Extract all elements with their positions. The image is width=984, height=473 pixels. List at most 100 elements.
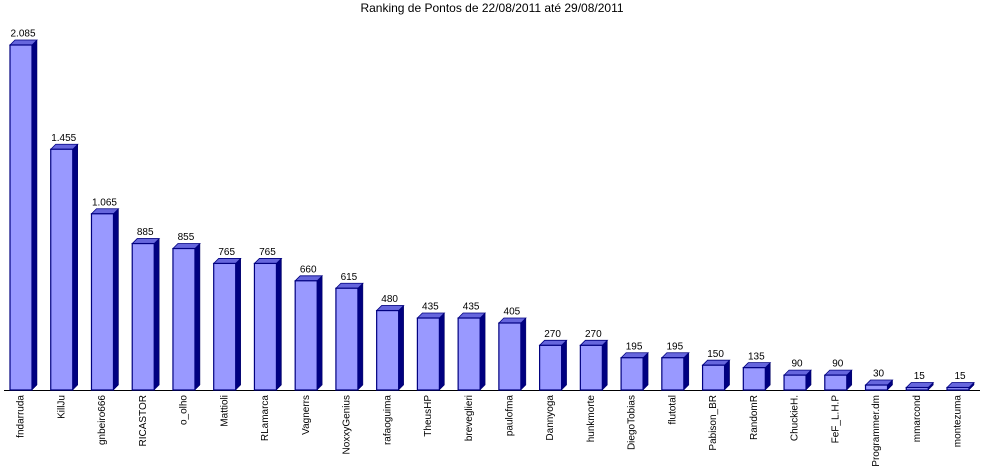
bar-top [946, 382, 975, 388]
bar-top [9, 39, 38, 46]
bar-side [479, 312, 486, 391]
chart-title: Ranking de Pontos de 22/08/2011 até 29/0… [360, 1, 623, 15]
bar-top [783, 369, 813, 376]
x-tick-label: Pabison_BR [708, 395, 719, 451]
bar-side [316, 275, 323, 391]
x-tick-label: KillJu [56, 395, 67, 419]
bar [457, 317, 481, 391]
bar-top [823, 369, 853, 376]
bar [661, 357, 685, 391]
value-label: 405 [504, 307, 521, 318]
x-tick-label: RICASTOR [138, 395, 149, 447]
bar-side [602, 339, 608, 391]
bar-top [90, 208, 120, 215]
x-tick-label: hunkmorte [586, 395, 597, 443]
bar-top [171, 243, 201, 249]
value-label: 435 [422, 302, 439, 313]
bar-side [235, 257, 241, 391]
bar-top [579, 339, 609, 346]
bar [50, 148, 74, 391]
bar-top [375, 305, 405, 311]
bar [701, 364, 726, 391]
value-label: 15 [954, 371, 966, 382]
bar-top [538, 339, 568, 346]
bar [294, 280, 318, 391]
x-tick-label: breveglieri [464, 395, 475, 441]
bar-top [620, 352, 650, 359]
bar-top [253, 258, 283, 264]
value-label: 30 [873, 369, 885, 380]
bar [539, 344, 563, 391]
bar-side [683, 352, 690, 391]
x-tick-label: rafaoguima [382, 395, 393, 445]
bar [946, 386, 970, 391]
bar-side [113, 208, 119, 391]
bar-side [642, 352, 649, 391]
bar-top [416, 312, 446, 319]
x-tick-label: RLamarca [260, 395, 271, 442]
value-label: 135 [748, 351, 765, 362]
bar-side [398, 304, 404, 391]
bar-top [497, 317, 527, 324]
value-label: 765 [259, 247, 276, 258]
bar [9, 44, 33, 391]
bar-top [742, 362, 772, 369]
bar-side [72, 143, 78, 391]
bar [131, 242, 155, 391]
x-tick-label: Mattioli [219, 395, 230, 427]
bar-side [194, 242, 201, 391]
x-tick-label: Vagnerrs [301, 395, 312, 435]
bar [824, 374, 848, 391]
bar-top [212, 258, 242, 264]
bar-side [276, 257, 282, 391]
bar [213, 262, 237, 391]
value-label: 195 [626, 341, 643, 352]
x-tick-label: o_olho [179, 395, 190, 425]
value-label: 90 [832, 359, 844, 370]
bar [905, 386, 929, 391]
bar-side [520, 317, 527, 391]
x-tick-label: RandomR [749, 395, 760, 440]
bar-side [31, 39, 38, 391]
x-tick-label: gnbeiro666 [97, 395, 108, 445]
value-label: 885 [137, 227, 154, 238]
x-tick-label: fndarruda [16, 395, 27, 438]
x-tick-label: Dannyoga [545, 395, 556, 441]
bar [783, 374, 807, 391]
bar [376, 309, 400, 391]
x-tick-label: ChuckieH. [790, 395, 801, 441]
value-label: 15 [914, 371, 926, 382]
bar [620, 357, 644, 391]
value-label: 1.455 [51, 133, 76, 144]
bar-top [864, 379, 894, 386]
bar [172, 247, 196, 391]
x-tick-label: TheusHP [423, 395, 434, 437]
x-tick-label: mmarcond [912, 395, 923, 442]
bar [579, 344, 603, 391]
value-label: 195 [666, 341, 683, 352]
bar-side [153, 237, 160, 391]
bar [498, 322, 522, 391]
bar-top [131, 238, 161, 244]
value-label: 660 [300, 264, 317, 275]
value-label: 615 [341, 272, 358, 283]
bar-top [701, 359, 731, 366]
bar-top [660, 352, 690, 359]
value-label: 435 [463, 302, 480, 313]
value-label: 1.065 [92, 197, 117, 208]
bar [864, 384, 889, 391]
bar [253, 262, 278, 391]
bar [742, 367, 766, 391]
bar-top [334, 282, 364, 289]
value-label: 150 [707, 349, 724, 360]
x-tick-label: FeF_L.H.P [830, 395, 841, 444]
bar [416, 317, 440, 391]
x-tick-label: Programmer.dm [871, 395, 882, 467]
value-label: 480 [381, 294, 398, 305]
bar-side [357, 282, 364, 391]
bar-side [561, 339, 567, 391]
x-tick-label: flutotal [667, 395, 678, 424]
bar-side [439, 312, 445, 391]
bar-top [905, 382, 935, 388]
value-label: 90 [791, 359, 803, 370]
